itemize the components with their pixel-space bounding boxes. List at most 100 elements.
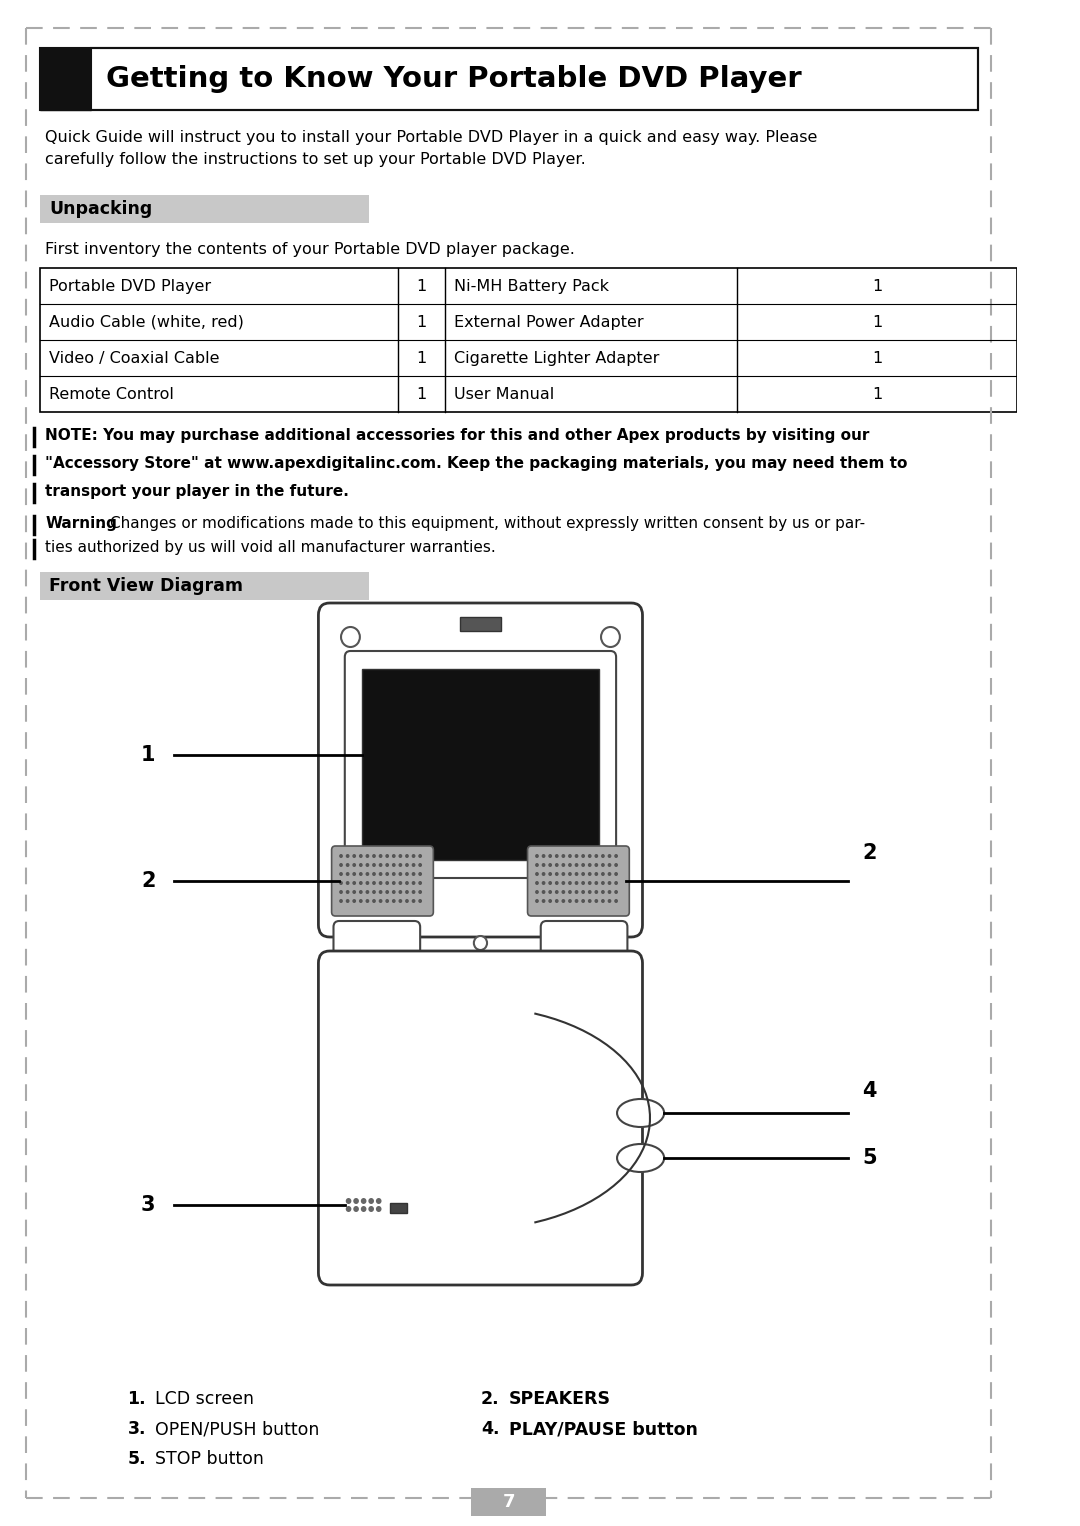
Circle shape — [365, 899, 369, 903]
Circle shape — [581, 855, 585, 858]
Circle shape — [588, 855, 592, 858]
Circle shape — [352, 871, 356, 876]
Circle shape — [535, 864, 539, 867]
Circle shape — [588, 890, 592, 894]
Circle shape — [549, 871, 552, 876]
Circle shape — [568, 864, 571, 867]
Circle shape — [535, 890, 539, 894]
Circle shape — [386, 890, 389, 894]
Circle shape — [346, 855, 350, 858]
Circle shape — [392, 881, 395, 885]
Circle shape — [379, 855, 382, 858]
Circle shape — [352, 890, 356, 894]
Circle shape — [405, 864, 409, 867]
Circle shape — [373, 864, 376, 867]
Circle shape — [379, 881, 382, 885]
Circle shape — [549, 890, 552, 894]
Circle shape — [399, 881, 402, 885]
Circle shape — [368, 1198, 374, 1204]
Circle shape — [588, 871, 592, 876]
Circle shape — [555, 890, 558, 894]
Bar — [460, 617, 501, 630]
Text: 1: 1 — [140, 745, 156, 765]
Text: 1: 1 — [416, 351, 427, 366]
Text: Quick Guide will instruct you to install your Portable DVD Player in a quick and: Quick Guide will instruct you to install… — [45, 130, 818, 145]
Text: PLAY/PAUSE button: PLAY/PAUSE button — [509, 1421, 698, 1437]
Text: : Changes or modifications made to this equipment, without expressly written con: : Changes or modifications made to this … — [99, 516, 865, 531]
Text: 1: 1 — [872, 314, 882, 330]
Circle shape — [346, 890, 350, 894]
Circle shape — [405, 881, 409, 885]
Circle shape — [608, 881, 611, 885]
Circle shape — [555, 881, 558, 885]
Circle shape — [418, 881, 422, 885]
Text: 1: 1 — [416, 386, 427, 401]
Circle shape — [562, 899, 565, 903]
Circle shape — [588, 864, 592, 867]
Circle shape — [568, 855, 571, 858]
Circle shape — [581, 864, 585, 867]
Bar — [390, 1202, 407, 1213]
Text: "Accessory Store" at www.apexdigitalinc.com. Keep the packaging materials, you m: "Accessory Store" at www.apexdigitalinc.… — [45, 456, 907, 472]
Circle shape — [535, 881, 539, 885]
Circle shape — [575, 899, 579, 903]
Bar — [40, 47, 977, 110]
Text: Getting to Know Your Portable DVD Player: Getting to Know Your Portable DVD Player — [106, 66, 801, 93]
Circle shape — [594, 881, 598, 885]
Text: 1.: 1. — [127, 1390, 146, 1408]
Circle shape — [339, 871, 343, 876]
Circle shape — [562, 890, 565, 894]
Circle shape — [341, 627, 360, 647]
Circle shape — [365, 855, 369, 858]
Circle shape — [411, 890, 416, 894]
Circle shape — [339, 855, 343, 858]
Circle shape — [379, 890, 382, 894]
Bar — [40, 47, 92, 110]
Circle shape — [339, 890, 343, 894]
Circle shape — [399, 890, 402, 894]
Circle shape — [346, 1198, 351, 1204]
Circle shape — [581, 871, 585, 876]
Text: OPEN/PUSH button: OPEN/PUSH button — [156, 1421, 320, 1437]
Circle shape — [549, 899, 552, 903]
Circle shape — [405, 855, 409, 858]
Circle shape — [602, 890, 605, 894]
Text: NOTE: You may purchase additional accessories for this and other Apex products b: NOTE: You may purchase additional access… — [45, 427, 869, 443]
Circle shape — [568, 871, 571, 876]
Circle shape — [399, 855, 402, 858]
Circle shape — [594, 855, 598, 858]
Circle shape — [392, 864, 395, 867]
Circle shape — [418, 899, 422, 903]
FancyBboxPatch shape — [334, 922, 420, 964]
Circle shape — [359, 890, 363, 894]
Circle shape — [581, 899, 585, 903]
Text: 2: 2 — [862, 842, 877, 864]
Circle shape — [379, 864, 382, 867]
Circle shape — [346, 881, 350, 885]
Circle shape — [594, 890, 598, 894]
Circle shape — [373, 881, 376, 885]
Text: transport your player in the future.: transport your player in the future. — [45, 484, 349, 499]
Circle shape — [405, 871, 409, 876]
Circle shape — [386, 871, 389, 876]
Ellipse shape — [617, 1144, 664, 1172]
Text: Remote Control: Remote Control — [49, 386, 174, 401]
Circle shape — [365, 881, 369, 885]
Text: Video / Coaxial Cable: Video / Coaxial Cable — [49, 351, 219, 366]
Circle shape — [373, 890, 376, 894]
Circle shape — [608, 855, 611, 858]
Text: Portable DVD Player: Portable DVD Player — [49, 279, 211, 293]
Circle shape — [352, 881, 356, 885]
Circle shape — [365, 871, 369, 876]
Circle shape — [411, 871, 416, 876]
Circle shape — [555, 864, 558, 867]
Circle shape — [376, 1198, 381, 1204]
Circle shape — [405, 899, 409, 903]
Circle shape — [608, 890, 611, 894]
Circle shape — [602, 855, 605, 858]
Circle shape — [575, 871, 579, 876]
Text: Unpacking: Unpacking — [49, 200, 152, 218]
Circle shape — [615, 871, 618, 876]
Text: carefully follow the instructions to set up your Portable DVD Player.: carefully follow the instructions to set… — [45, 153, 586, 166]
Circle shape — [615, 899, 618, 903]
